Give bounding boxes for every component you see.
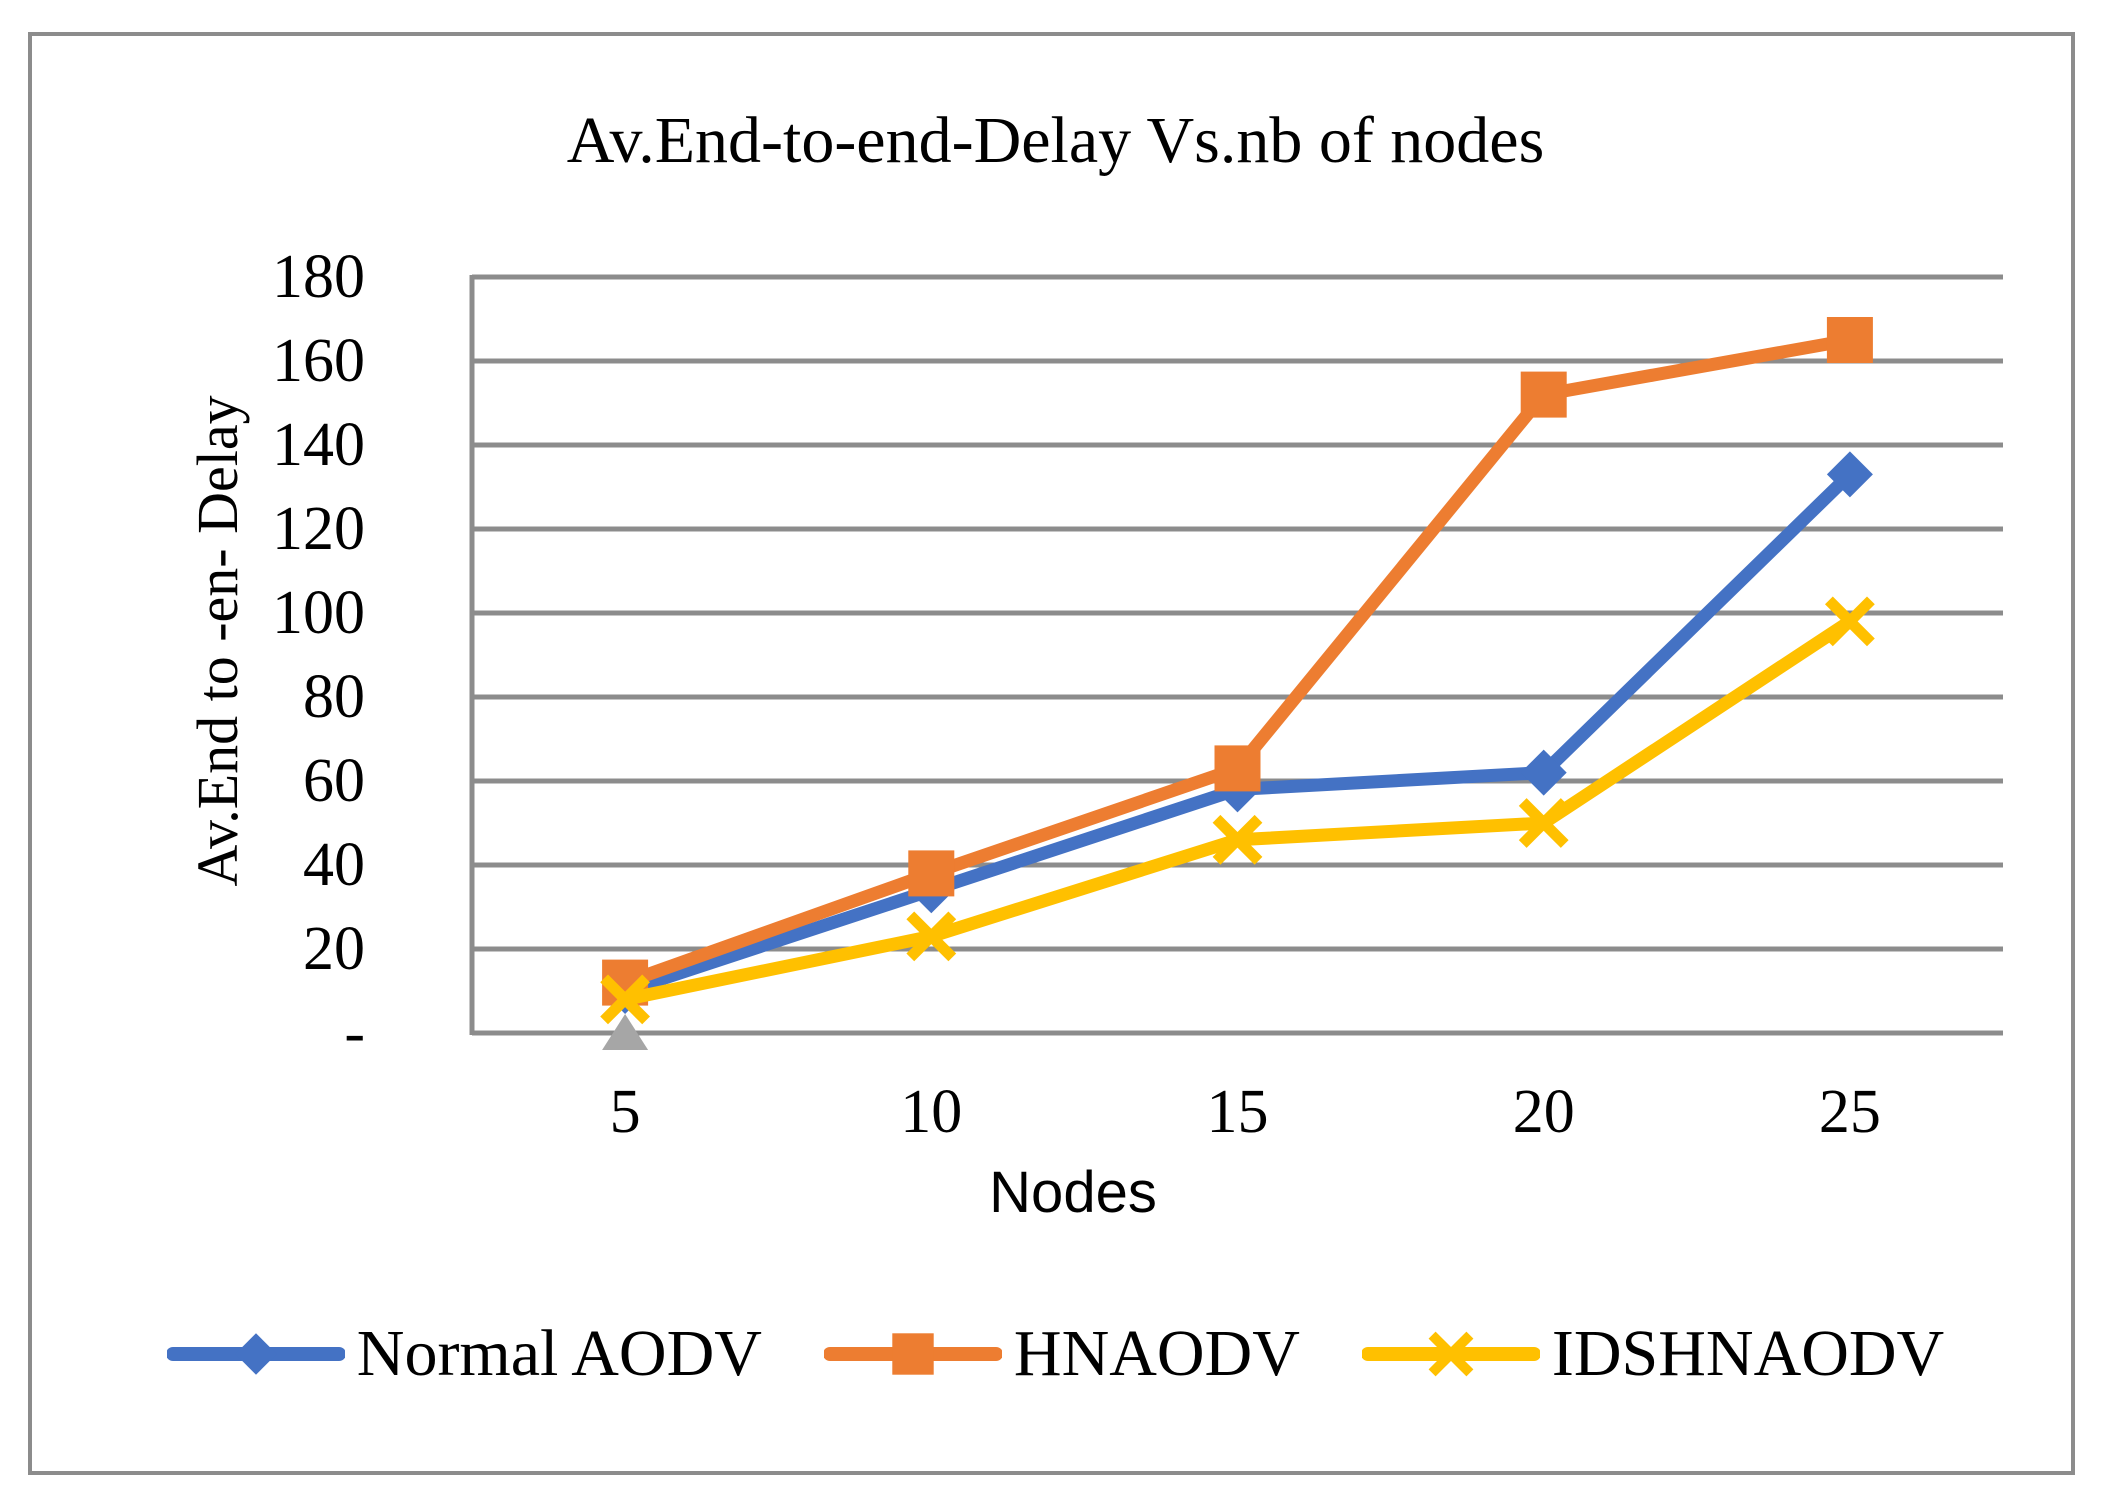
chart-title: Av.End-to-end-Delay Vs.nb of nodes	[566, 104, 1545, 177]
y-tick-label: 140	[272, 411, 365, 479]
legend-marker	[1428, 1331, 1474, 1377]
y-tick-label: 180	[272, 243, 365, 311]
legend-item-idshnaodv: IDSHNAODV	[1361, 1316, 1945, 1392]
series-marker-hnaodv	[1214, 745, 1261, 792]
x-tick-label: 15	[1206, 1078, 1269, 1146]
x-tick-label: 10	[900, 1078, 963, 1146]
y-tick-label: 40	[303, 831, 365, 899]
series-marker-hnaodv	[1520, 371, 1567, 418]
legend-item-hnaodv: HNAODV	[823, 1316, 1300, 1392]
series-marker-hnaodv	[908, 850, 955, 897]
x-tick-label: 20	[1512, 1078, 1575, 1146]
series-marker-idshnaodv	[906, 911, 957, 962]
legend-label: IDSHNAODV	[1551, 1317, 1945, 1390]
x-tick-label: 5	[609, 1078, 641, 1146]
y-tick-label: 20	[303, 915, 365, 983]
series-marker-normal-aodv	[1826, 451, 1873, 498]
x-tick-label: 25	[1818, 1078, 1881, 1146]
extra-point-marker	[602, 1014, 649, 1050]
x-legend-icon	[1361, 1331, 1540, 1377]
y-tick-label: 160	[272, 327, 365, 395]
square-legend-icon	[823, 1333, 1002, 1375]
legend-label: HNAODV	[1013, 1317, 1300, 1390]
series-marker-idshnaodv	[600, 974, 650, 1025]
y-tick-label: 120	[272, 495, 365, 563]
x-axis-title: Nodes	[989, 1160, 1157, 1225]
y-tick-label: 100	[272, 579, 365, 647]
legend-marker	[235, 1333, 277, 1375]
y-tick-label: -	[344, 999, 365, 1067]
legend-label: Normal AODV	[356, 1317, 762, 1390]
legend-marker	[892, 1333, 934, 1375]
legend: Normal AODV HNAODV IDSHNAODV	[0, 1316, 2111, 1392]
diamond-legend-icon	[166, 1333, 345, 1375]
figure-border	[28, 32, 2075, 1475]
series-marker-normal-aodv	[1520, 749, 1567, 796]
series-marker-idshnaodv	[1212, 814, 1263, 865]
y-tick-label: 80	[303, 663, 365, 731]
y-tick-label: 60	[303, 747, 365, 815]
series-marker-hnaodv	[1826, 317, 1873, 363]
series-marker-idshnaodv	[1825, 596, 1875, 647]
legend-item-normal-aodv: Normal AODV	[166, 1316, 762, 1392]
series-marker-idshnaodv	[1518, 798, 1569, 848]
